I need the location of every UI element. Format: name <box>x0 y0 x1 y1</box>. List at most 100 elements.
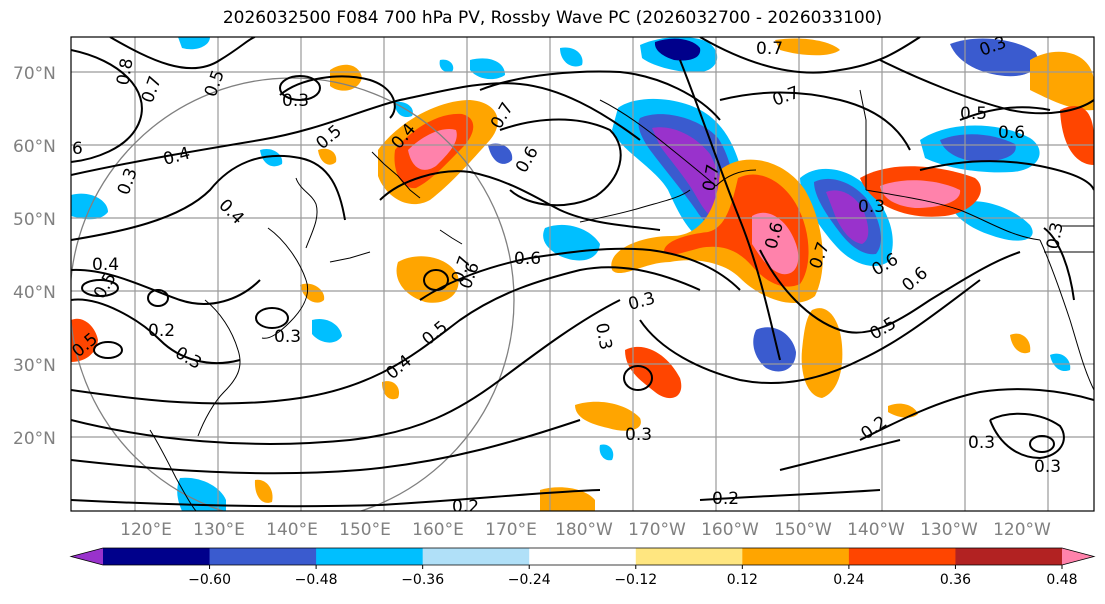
lon-label-150w: 150°W <box>774 520 832 540</box>
pos-anomaly-west-edge <box>71 318 98 362</box>
lon-label-170e: 170°E <box>485 520 537 540</box>
neg-anomaly-small-2 <box>439 59 454 73</box>
lon-label-130e: 130°E <box>193 520 245 540</box>
contour-label: 0.6 <box>998 123 1025 143</box>
neg-anomaly-kamchatka-s <box>488 143 513 164</box>
contour-label: 0.4 <box>92 255 119 275</box>
neg-anomaly-small-4 <box>560 47 583 67</box>
contour-label: 0.3 <box>282 91 309 111</box>
colorbar-segment <box>529 548 637 565</box>
lat-label-40: 40°N <box>13 283 56 303</box>
neg-anomaly-nw <box>178 37 210 50</box>
contour-label: 0.2 <box>712 489 739 509</box>
contour-label: 0.8 <box>113 57 137 87</box>
pos-anomaly-okhotsk-b <box>318 148 337 165</box>
neg-anomaly-sw <box>177 477 226 511</box>
lat-label-50: 50°N <box>13 210 56 230</box>
lon-label-140e: 140°E <box>266 520 318 540</box>
colorbar-segment <box>955 548 1063 565</box>
lon-label-150e: 150°E <box>339 520 391 540</box>
contour-label: 0.2 <box>148 321 175 341</box>
colorbar-tick-label: −0.12 <box>614 572 657 588</box>
latitude-labels: 70°N 60°N 50°N 40°N 30°N 20°N <box>13 64 56 449</box>
lon-label-160w: 160°W <box>701 520 759 540</box>
colorbar-tick-label: −0.36 <box>401 572 444 588</box>
colorbar-segment <box>209 548 317 565</box>
contour-label: 0.5 <box>960 104 987 124</box>
plot-area: 0.8 0.7 0.5 0.3 0.4 6 0.3 0.4 0.5 0.4 0.… <box>71 37 1094 517</box>
pos-anomaly-okhotsk-a <box>330 64 362 91</box>
lat-label-70: 70°N <box>13 64 56 84</box>
neg-anomaly-se-coast <box>1050 353 1071 372</box>
neg-anomaly-left-edge <box>71 193 108 220</box>
pos-anomaly-ne-corner2 <box>1060 105 1094 165</box>
pos-anomaly-subtrop <box>575 401 641 431</box>
contour-label: 0.7 <box>756 39 783 59</box>
longitude-labels: 120°E 130°E 140°E 150°E 160°E 170°E 180°… <box>120 520 1051 540</box>
neg-anomaly-midpac <box>753 327 796 372</box>
colorbar-segment <box>316 548 424 565</box>
pos-anomaly-bc-coast-core <box>880 180 961 208</box>
colorbar-outline <box>69 547 1096 566</box>
colorbar-tick-label: −0.60 <box>188 572 231 588</box>
neg-anomaly-japan-east <box>312 318 342 343</box>
contour-label: 0.3 <box>858 197 885 217</box>
contour-label: 0.3 <box>591 321 615 351</box>
colorbar: −0.60 −0.48 −0.36 −0.24 −0.12 0.12 0.24 0.36 0.4… <box>69 547 1096 588</box>
lat-label-20: 20°N <box>13 429 56 449</box>
neg-anomaly-bc <box>950 201 1033 241</box>
pos-anomaly-sw <box>254 479 273 503</box>
lat-label-30: 30°N <box>13 356 56 376</box>
coastlines <box>149 89 1094 511</box>
lon-label-120w: 120°W <box>993 520 1051 540</box>
lon-label-140w: 140°W <box>847 520 905 540</box>
pos-anomaly-japan <box>300 283 325 303</box>
pv-anomaly-shading <box>71 37 1094 511</box>
lon-label-180w: 180°W <box>555 520 613 540</box>
neg-anomaly-bering-max <box>652 127 725 222</box>
colorbar-tick-label: 0.48 <box>1046 572 1077 588</box>
plot-frame <box>70 36 1095 512</box>
neg-anomaly-small-1 <box>260 148 283 167</box>
contour-label: 0.7 <box>699 163 723 193</box>
colorbar-tick-label: 0.36 <box>940 572 971 588</box>
pos-anomaly-sw-east <box>888 403 918 418</box>
colorbar-extend-max <box>1062 548 1094 565</box>
contour-label: 0.3 <box>625 425 652 445</box>
lon-label-130w: 130°W <box>920 520 978 540</box>
colorbar-extend-min <box>71 548 103 565</box>
colorbar-segment <box>422 548 530 565</box>
lon-label-170w: 170°W <box>628 520 686 540</box>
neg-anomaly-okhotsk <box>470 58 505 80</box>
map-title: 2026032500 F084 700 hPa PV, Rossby Wave … <box>222 8 883 28</box>
lon-label-160e: 160°E <box>412 520 464 540</box>
contour-label: 0.3 <box>968 433 995 453</box>
pos-anomaly-left-sub <box>382 381 400 400</box>
contour-label: 0.3 <box>274 327 301 347</box>
colorbar-segment <box>635 548 743 565</box>
pos-anomaly-midpac <box>625 346 682 399</box>
neg-anomaly-nw-canada-core <box>940 134 1016 162</box>
colorbar-segment <box>742 548 850 565</box>
colorbar-segment <box>848 548 956 565</box>
colorbar-tick-label: −0.48 <box>295 572 338 588</box>
colorbar-tick-label: 0.12 <box>727 572 758 588</box>
colorbar-tick-label: −0.24 <box>508 572 551 588</box>
contour-label: 6 <box>72 139 83 159</box>
neg-anomaly-small-5 <box>599 444 614 461</box>
contour-label: 0.3 <box>1043 221 1067 251</box>
pos-anomaly-se <box>1010 333 1031 354</box>
pos-anomaly-ne-corner <box>1030 51 1094 111</box>
contour-label: 0.6 <box>514 249 541 269</box>
pv-contours <box>71 37 1094 508</box>
contour-label: 0.3 <box>1034 457 1061 477</box>
neg-anomaly-ne <box>950 38 1039 77</box>
neg-anomaly-goa-max <box>826 190 869 244</box>
pos-anomaly-east <box>801 308 843 398</box>
lat-label-60: 60°N <box>13 137 56 157</box>
contour-label: 0.2 <box>452 497 479 517</box>
colorbar-tick-label: 0.24 <box>833 572 864 588</box>
colorbar-segment <box>103 548 211 565</box>
pos-anomaly-upper-mid <box>775 38 840 56</box>
